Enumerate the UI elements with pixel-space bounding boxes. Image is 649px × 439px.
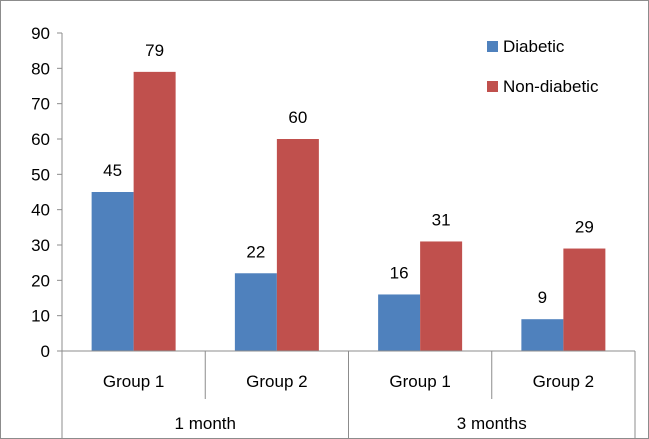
bar-diabetic [91, 192, 134, 351]
x-category-label: Group 1 [103, 372, 164, 391]
bar-non-diabetic [133, 71, 176, 351]
x-category-label: Group 2 [246, 372, 307, 391]
data-label: 60 [288, 108, 307, 127]
bar-non-diabetic [420, 241, 463, 351]
legend-swatch [487, 41, 498, 52]
y-tick-label: 10 [31, 307, 50, 326]
x-axis: Group 1 Group 2 Group 1 Group 2 1 month 3 mon… [61, 350, 636, 438]
x-category-label: Group 2 [533, 372, 594, 391]
legend-label: Non-diabetic [503, 77, 599, 96]
data-label: 9 [538, 288, 547, 307]
y-tick-label: 30 [31, 236, 50, 255]
y-axis: 0 10 20 30 40 50 60 70 80 90 [31, 24, 63, 361]
data-label: 31 [432, 210, 451, 229]
y-tick-label: 0 [41, 342, 50, 361]
x-group-label: 3 months [457, 414, 527, 433]
bars [91, 71, 606, 351]
y-tick-label: 90 [31, 24, 50, 43]
bar-non-diabetic [563, 248, 606, 351]
data-label: 45 [103, 161, 122, 180]
legend: Diabetic Non-diabetic [487, 37, 599, 96]
legend-swatch [487, 81, 498, 92]
data-labels: 45 79 22 60 16 31 9 29 [103, 41, 594, 307]
x-category-label: Group 1 [389, 372, 450, 391]
y-tick-label: 20 [31, 271, 50, 290]
x-group-label: 1 month [175, 414, 236, 433]
data-label: 16 [390, 263, 409, 282]
y-tick-label: 60 [31, 130, 50, 149]
y-tick-label: 70 [31, 95, 50, 114]
bar-non-diabetic [276, 139, 319, 351]
y-tick-label: 40 [31, 201, 50, 220]
y-tick-label: 50 [31, 165, 50, 184]
data-label: 79 [145, 41, 164, 60]
data-label: 22 [246, 242, 265, 261]
bar-diabetic [521, 319, 564, 351]
legend-label: Diabetic [503, 37, 565, 56]
bar-diabetic [234, 273, 277, 351]
bar-diabetic [378, 294, 421, 351]
data-label: 29 [575, 218, 594, 237]
y-tick-label: 80 [31, 59, 50, 78]
